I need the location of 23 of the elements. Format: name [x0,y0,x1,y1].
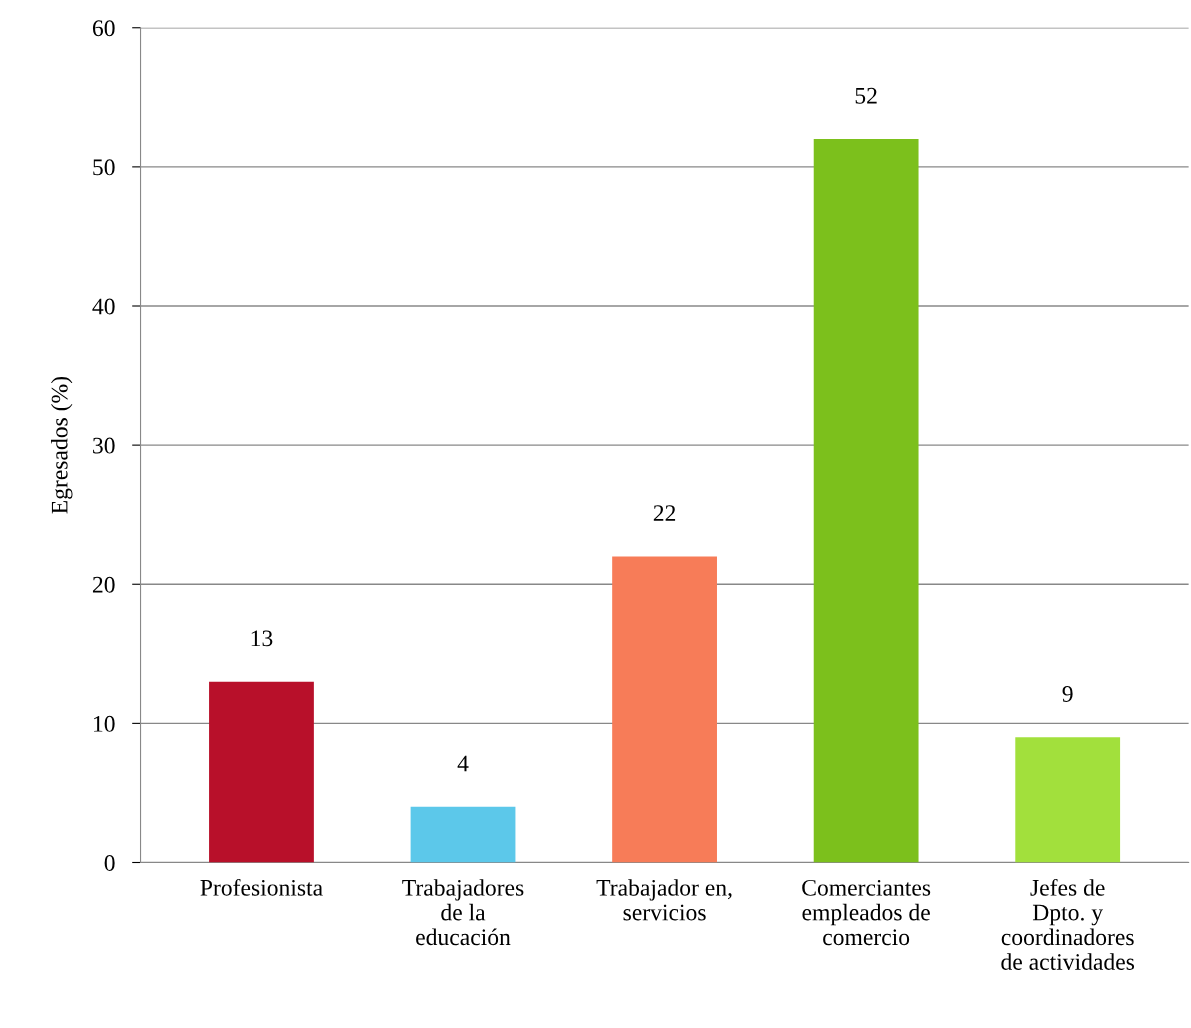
y-tick-label: 0 [104,854,115,871]
bar [813,139,919,863]
x-tick-label: Profesionista [200,878,323,896]
x-tick-label: Trabajadores de la educación [402,879,524,946]
x-tick-label: Trabajador en, servicios [596,879,732,921]
y-tick-label: 60 [92,20,115,37]
y-tick-label: 50 [93,159,115,176]
data-label: 4 [457,755,469,772]
data-label: 13 [251,630,273,647]
data-label: 9 [1062,686,1073,702]
data-label: 52 [855,87,877,104]
y-axis-title: Egresados (%) [51,376,73,514]
y-tick-label: 10 [94,715,115,732]
data-label: 22 [653,505,676,521]
x-tick-label: Comerciantes empleados de comercio [802,879,931,946]
bar [209,681,314,863]
y-tick-label: 30 [93,437,115,454]
bar [410,806,516,863]
bar [612,556,717,863]
y-tick-label: 40 [92,298,115,315]
x-tick-label: Jefes de Dpto. y coordinadores de actividades [1001,878,1135,970]
y-tick-label: 20 [92,576,115,593]
bar [1015,737,1121,863]
